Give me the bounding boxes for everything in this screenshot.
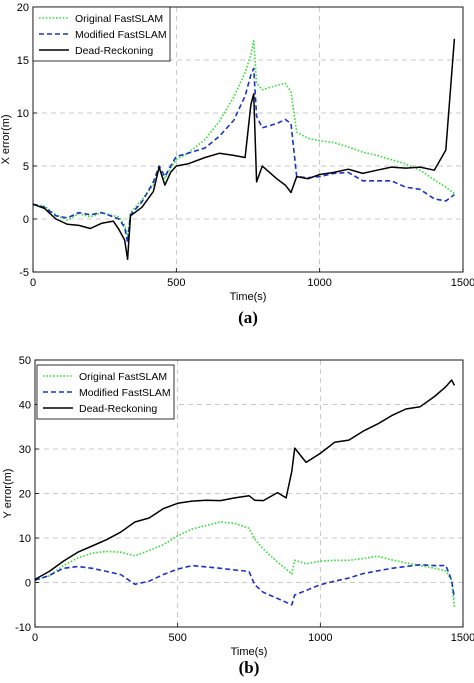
y-tick-label: 30 <box>19 444 31 456</box>
y-tick-label: 15 <box>17 55 29 67</box>
y-tick-label: 5 <box>23 161 29 173</box>
series-line-modified-fastslam <box>34 563 456 606</box>
legend-label: Original FastSLAM <box>79 371 167 383</box>
series-line-modified-fastslam <box>32 67 455 244</box>
legend-label: Dead-Reckoning <box>75 45 153 57</box>
y-tick-label: 10 <box>17 108 29 120</box>
panel-caption: (a) <box>238 308 258 327</box>
x-tick-label: 1500 <box>451 632 474 644</box>
series-line-dead-reckoning <box>32 38 456 261</box>
y-axis-label: Y error(m) <box>2 469 14 519</box>
legend-label: Modified FastSLAM <box>79 387 171 399</box>
y-tick-label: 0 <box>25 578 31 590</box>
y-tick-label: 10 <box>19 533 31 545</box>
x-tick-label: 0 <box>32 632 38 644</box>
x-tick-label: 1000 <box>308 632 332 644</box>
panel-caption: (b) <box>239 658 260 677</box>
series-line-original-fastslam <box>34 521 456 608</box>
y-tick-label: 20 <box>19 489 31 501</box>
y-tick-label: 0 <box>23 214 29 226</box>
series-line-original-fastslam <box>32 40 455 237</box>
legend-label: Dead-Reckoning <box>79 403 157 415</box>
x-tick-label: 500 <box>168 632 186 644</box>
y-tick-label: 20 <box>17 2 29 14</box>
x-axis-label: Time(s) <box>231 646 268 658</box>
series-line-dead-reckoning <box>34 379 456 581</box>
y-tick-label: -10 <box>15 622 31 634</box>
axes-frame <box>32 6 464 273</box>
y-tick-label: 40 <box>19 400 31 412</box>
legend-box <box>32 6 171 62</box>
x-tick-label: 1500 <box>451 277 474 289</box>
x-axis-label: Time(s) <box>230 291 267 303</box>
y-tick-label: -5 <box>19 267 29 279</box>
y-axis-label: X error(m) <box>0 114 12 164</box>
legend-label: Original FastSLAM <box>75 13 163 25</box>
x-tick-label: 1000 <box>307 277 331 289</box>
legend-label: Modified FastSLAM <box>75 29 167 41</box>
y-tick-label: 50 <box>19 355 31 367</box>
x-tick-label: 0 <box>30 277 36 289</box>
x-tick-label: 500 <box>167 277 185 289</box>
